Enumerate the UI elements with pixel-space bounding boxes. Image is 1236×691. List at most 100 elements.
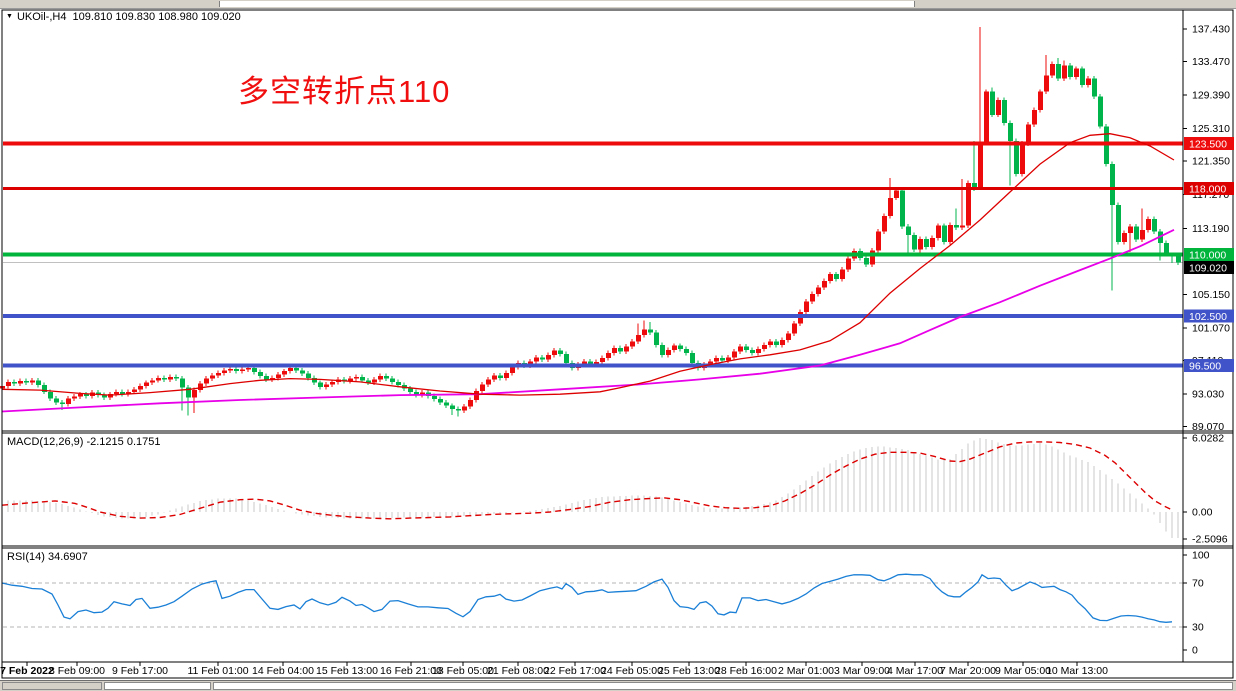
candle-body [582,361,587,365]
candle-body [834,274,839,280]
candle-body [132,389,137,392]
candle-body [1164,242,1169,253]
candle-body [492,375,497,380]
candle [504,370,509,381]
candle-body [444,402,449,406]
ma-fast-line [1,133,1175,396]
candle-body [1086,78,1091,86]
candle-body [594,362,599,365]
candle [474,388,479,403]
time-axis-label: 14 Feb 04:00 [252,665,314,677]
candle-body [762,344,767,350]
candle-body [1134,226,1139,240]
candle [498,372,503,381]
time-axis-label: 9 Mar 05:00 [995,665,1051,677]
candle [786,330,791,343]
candle-body [216,372,221,376]
candle-body [390,378,395,382]
candle [444,399,449,409]
candle-body [1128,226,1133,234]
candle-body [486,379,491,385]
candle [102,392,107,400]
candle [42,382,47,395]
candle-body [714,358,719,362]
candle-body [1122,233,1127,243]
symbol-ohlc-label[interactable]: ▼ UKOil-,H4 109.810 109.830 108.980 109.… [6,11,241,23]
candle-body [1050,63,1055,76]
candle [300,367,305,377]
candle-body [450,405,455,410]
candle-body [744,346,749,350]
candle-body [384,376,389,379]
candle-body [240,369,245,372]
candle [12,379,17,387]
candle [540,354,545,363]
candle-body [480,384,485,391]
candle [192,387,197,414]
candle [462,404,467,414]
candle-body [138,386,143,390]
candle [360,374,365,383]
candle-body [48,391,53,399]
price-badge-bg [1184,137,1234,151]
candle [318,380,323,390]
candle-body [468,399,473,407]
candle [954,208,959,230]
candle-body [996,99,1001,115]
candle-body [678,345,683,350]
candle-body [12,381,17,384]
candle [606,350,611,361]
candle-body [276,374,281,378]
candle-body [684,349,689,354]
price-axis-label: 105.150 [1192,289,1230,301]
candle-body [60,402,65,405]
candle-body [846,258,851,270]
candle [1134,224,1139,243]
time-axis-label: 9 Feb 17:00 [112,665,168,677]
candle [210,372,215,382]
candle [984,89,989,145]
candle-body [1026,124,1031,144]
rsi-indicator-label: RSI(14) 34.6907 [7,551,88,563]
candle [840,266,845,282]
candles-layer [0,26,1181,417]
candle-body [1062,65,1067,79]
dropdown-arrow-icon[interactable]: ▼ [6,13,13,20]
chart-annotation-text[interactable]: 多空转折点110 [238,74,451,109]
outer-frame [1,9,1234,679]
time-axis-label: 16 Feb 21:00 [380,665,442,677]
candle-body [1146,219,1151,230]
price-badge: 96.500 [1184,358,1234,372]
candle-body [432,395,437,400]
candle-body [318,382,323,387]
price-badge-bg [1184,261,1234,274]
candle [558,348,563,357]
time-axis-label: 18 Feb 05:00 [432,665,494,677]
candle [216,370,221,378]
candle-body [708,361,713,365]
candle-body [246,367,251,370]
candle [312,375,317,386]
time-axis-label: 8 Feb 09:00 [49,665,105,677]
candle [480,381,485,394]
candle [870,247,875,267]
candle-body [258,372,263,377]
candle [654,330,659,348]
candle-body [690,353,695,364]
candle-body [324,384,329,387]
time-axis-label: 15 Feb 13:00 [316,665,378,677]
candle [624,344,629,354]
candle-body [906,226,911,235]
price-badge: 109.020 [1184,261,1234,274]
candle [390,376,395,385]
candle [438,396,443,405]
candle [1020,141,1025,177]
candle-body [84,394,89,396]
candle [366,377,371,386]
candle [1146,216,1151,233]
price-axis[interactable]: 137.430133.470129.390125.310121.350117.2… [1183,24,1230,657]
candle [780,337,785,348]
